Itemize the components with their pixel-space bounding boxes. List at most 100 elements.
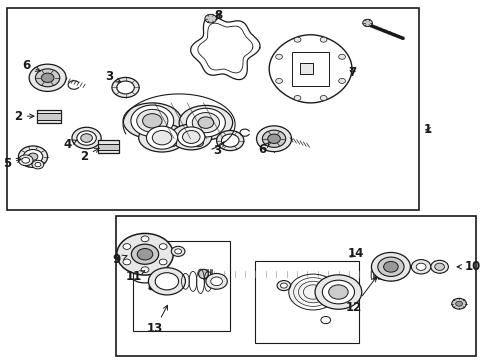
Bar	[254, 261, 359, 343]
Circle shape	[177, 127, 204, 147]
Text: 2: 2	[14, 110, 34, 123]
Bar	[203, 270, 380, 278]
Circle shape	[293, 95, 300, 100]
Bar	[291, 51, 328, 86]
Circle shape	[159, 244, 167, 249]
Circle shape	[131, 244, 158, 264]
Text: 10: 10	[456, 260, 480, 273]
Circle shape	[171, 246, 184, 256]
Text: 3: 3	[105, 69, 121, 82]
Ellipse shape	[198, 269, 208, 279]
Circle shape	[362, 19, 372, 27]
Text: 2: 2	[80, 148, 99, 163]
Circle shape	[152, 131, 171, 145]
Circle shape	[275, 54, 282, 59]
Text: 1: 1	[423, 123, 431, 136]
Circle shape	[210, 277, 222, 285]
Circle shape	[23, 149, 42, 164]
Circle shape	[256, 126, 291, 152]
Text: 6: 6	[258, 142, 269, 156]
Circle shape	[19, 146, 47, 167]
Circle shape	[415, 263, 425, 270]
Circle shape	[81, 134, 92, 142]
Text: 4: 4	[63, 138, 77, 150]
Text: 8: 8	[214, 9, 223, 22]
Circle shape	[192, 113, 219, 133]
Circle shape	[320, 95, 326, 100]
Circle shape	[142, 114, 162, 128]
Circle shape	[32, 160, 43, 169]
Circle shape	[204, 14, 216, 23]
Circle shape	[137, 109, 167, 132]
Circle shape	[314, 275, 361, 309]
Circle shape	[193, 139, 203, 147]
Circle shape	[451, 298, 466, 309]
Circle shape	[322, 280, 354, 304]
Text: 11: 11	[125, 270, 144, 283]
Ellipse shape	[123, 90, 235, 158]
Circle shape	[338, 54, 345, 59]
Text: 7: 7	[348, 66, 356, 79]
Circle shape	[267, 134, 280, 143]
Circle shape	[383, 261, 397, 272]
Circle shape	[205, 273, 227, 289]
Text: 13: 13	[146, 305, 167, 335]
Bar	[37, 110, 61, 123]
Circle shape	[275, 78, 282, 84]
Circle shape	[320, 37, 326, 42]
Circle shape	[123, 244, 130, 249]
Bar	[37, 113, 61, 120]
Circle shape	[77, 131, 96, 145]
Circle shape	[455, 301, 462, 306]
Ellipse shape	[170, 124, 211, 150]
Circle shape	[112, 77, 139, 98]
Circle shape	[41, 73, 54, 82]
Circle shape	[146, 126, 177, 149]
Circle shape	[280, 283, 287, 288]
Text: 5: 5	[3, 157, 21, 170]
Text: 14: 14	[347, 247, 364, 260]
Circle shape	[159, 259, 167, 265]
Circle shape	[148, 268, 185, 295]
Circle shape	[117, 81, 134, 94]
Circle shape	[166, 139, 176, 147]
Circle shape	[198, 117, 213, 129]
Circle shape	[72, 127, 101, 149]
Circle shape	[434, 263, 444, 270]
Circle shape	[410, 260, 430, 274]
Circle shape	[137, 248, 152, 260]
Circle shape	[35, 162, 41, 167]
Text: 3: 3	[213, 141, 224, 157]
Circle shape	[371, 252, 409, 281]
Text: 6: 6	[22, 59, 40, 72]
Circle shape	[117, 233, 173, 275]
Text: 9: 9	[112, 253, 127, 266]
Ellipse shape	[375, 269, 384, 279]
Circle shape	[293, 37, 300, 42]
Bar	[7, 8, 418, 211]
Circle shape	[277, 280, 290, 291]
Circle shape	[182, 131, 200, 143]
Bar	[116, 216, 475, 356]
Circle shape	[338, 78, 345, 84]
Circle shape	[216, 131, 244, 150]
Bar	[98, 140, 119, 153]
Circle shape	[123, 259, 130, 265]
Circle shape	[19, 155, 33, 166]
Circle shape	[22, 157, 30, 163]
Circle shape	[174, 249, 181, 254]
Bar	[133, 241, 230, 330]
Circle shape	[186, 108, 225, 137]
Circle shape	[328, 285, 347, 299]
Circle shape	[141, 267, 149, 273]
Ellipse shape	[123, 103, 181, 139]
Ellipse shape	[139, 123, 185, 152]
Bar	[98, 144, 119, 149]
Circle shape	[141, 236, 149, 242]
Circle shape	[155, 273, 178, 290]
Circle shape	[28, 153, 38, 160]
Circle shape	[221, 134, 239, 147]
Circle shape	[131, 105, 173, 136]
Circle shape	[262, 130, 285, 147]
Circle shape	[35, 69, 60, 87]
